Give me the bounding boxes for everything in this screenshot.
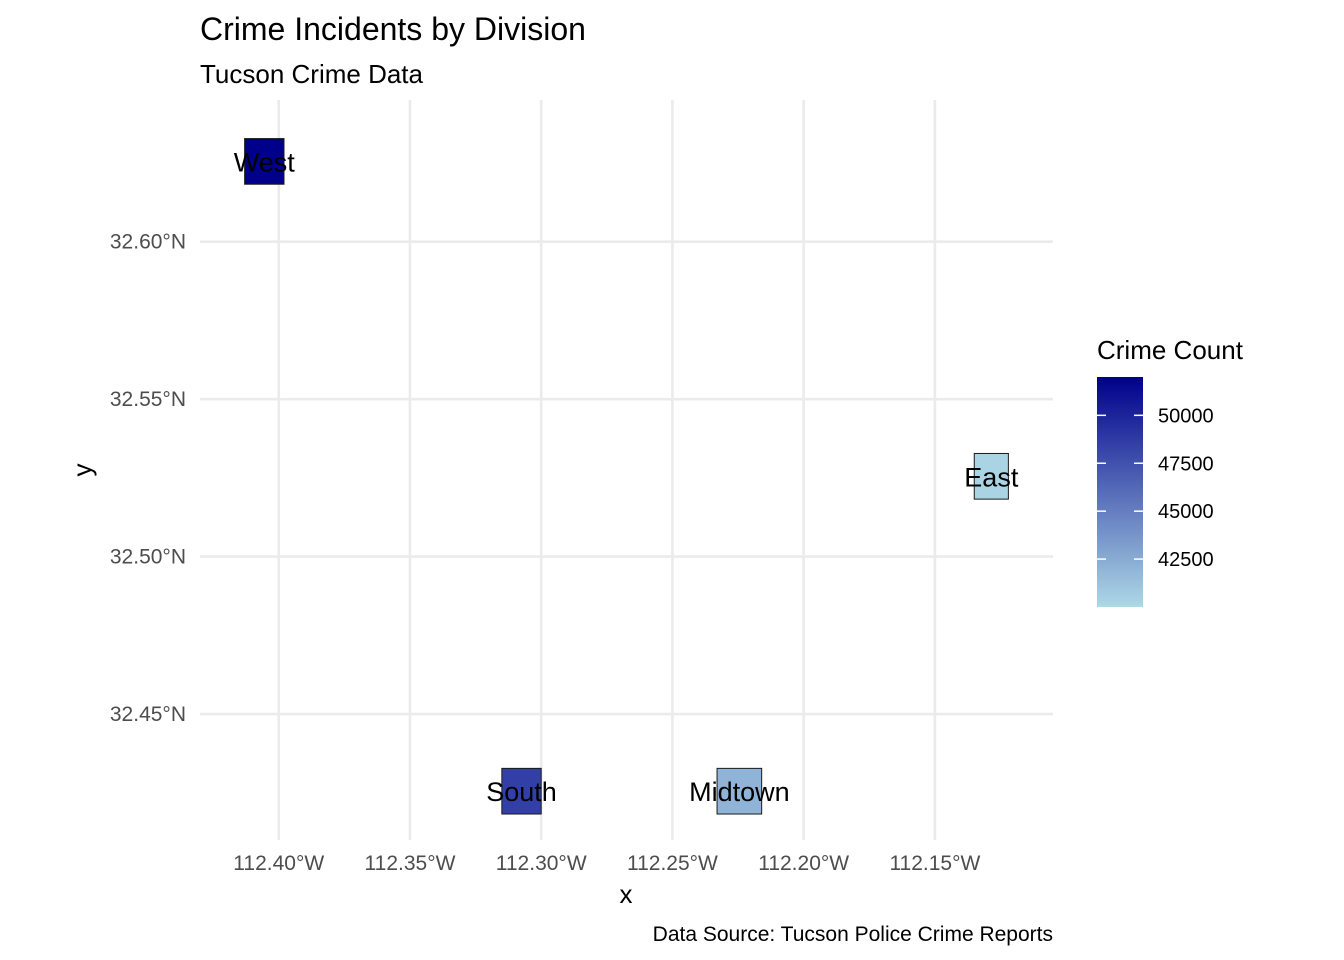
region-label-east: East — [964, 462, 1019, 492]
region-labels: West East South Midtown — [234, 147, 1019, 807]
legend-tick-label: 47500 — [1158, 453, 1214, 475]
y-tick-label: 32.55°N — [110, 388, 186, 411]
x-axis-title: x — [620, 879, 633, 909]
x-tick-label: 112.40°W — [233, 852, 324, 875]
region-label-west: West — [234, 147, 296, 177]
region-cell-midtown — [716, 767, 763, 815]
y-axis-ticks: 32.45°N 32.50°N 32.55°N 32.60°N — [110, 231, 186, 726]
y-axis-title: y — [67, 464, 97, 477]
color-legend: Crime Count 42500 45000 47500 50000 — [1097, 335, 1244, 607]
legend-tick-label: 50000 — [1158, 405, 1214, 427]
x-tick-label: 112.30°W — [496, 852, 587, 875]
x-tick-label: 112.15°W — [889, 852, 980, 875]
y-tick-label: 32.45°N — [110, 703, 186, 726]
y-tick-label: 32.60°N — [110, 231, 186, 254]
chart-caption: Data Source: Tucson Police Crime Reports — [653, 923, 1053, 946]
region-cells — [244, 138, 1009, 815]
x-axis-ticks: 112.40°W 112.35°W 112.30°W 112.25°W 112.20°W… — [233, 852, 980, 875]
x-tick-label: 112.20°W — [758, 852, 849, 875]
x-tick-label: 112.35°W — [365, 852, 456, 875]
chart-title: Crime Incidents by Division — [200, 11, 586, 47]
x-tick-label: 112.25°W — [627, 852, 718, 875]
region-label-midtown: Midtown — [689, 777, 790, 807]
region-label-south: South — [486, 777, 557, 807]
y-tick-label: 32.50°N — [110, 546, 186, 569]
legend-colorbar — [1097, 377, 1143, 607]
legend-title: Crime Count — [1097, 335, 1244, 365]
legend-ticks: 42500 45000 47500 50000 — [1097, 405, 1214, 571]
chart-subtitle: Tucson Crime Data — [200, 59, 424, 89]
region-cell-east — [973, 452, 1009, 500]
legend-tick-label: 42500 — [1158, 549, 1214, 571]
region-cell-west — [244, 138, 285, 185]
grid-lines — [200, 100, 1053, 840]
region-cell-south — [501, 767, 542, 815]
legend-tick-label: 45000 — [1158, 501, 1214, 523]
